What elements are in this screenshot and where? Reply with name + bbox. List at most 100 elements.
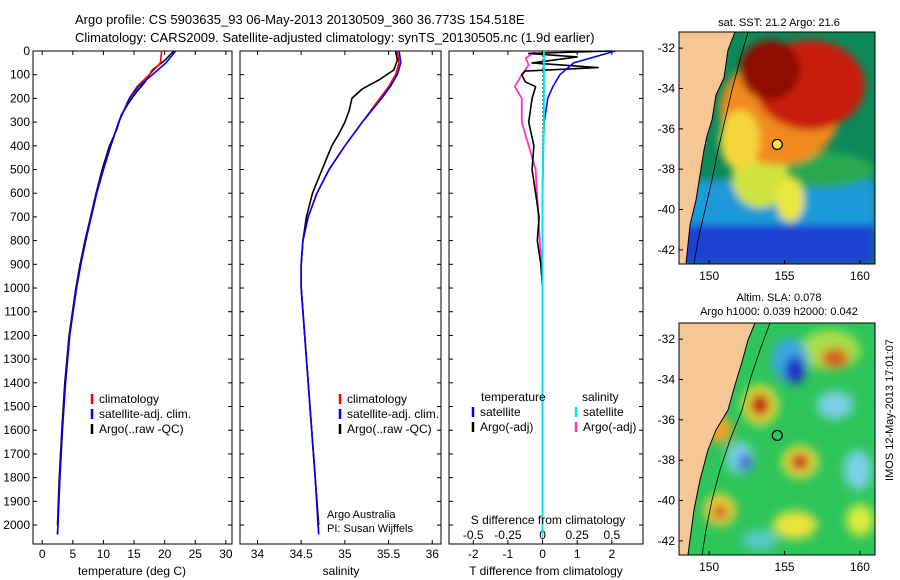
s-diff-tick-label: -0.5 bbox=[463, 528, 484, 542]
lon-tick-label: 150 bbox=[699, 269, 719, 283]
lon-tick-label: 155 bbox=[775, 269, 795, 283]
s-argo-diff-line bbox=[513, 50, 544, 535]
sla-low-eddy bbox=[785, 356, 805, 384]
sla-yellow-ring-5 bbox=[846, 504, 874, 536]
x-tick-label: 36 bbox=[426, 547, 440, 561]
sst-map-title: sat. SST: 21.2 Argo: 21.6 bbox=[718, 17, 840, 29]
lat-tick-label: -36 bbox=[658, 413, 676, 427]
x-tick-label: -2 bbox=[468, 547, 479, 561]
depth-tick-label: 2000 bbox=[3, 518, 30, 532]
depth-tick-label: 1700 bbox=[3, 447, 30, 461]
s-satellite-diff-line bbox=[541, 51, 545, 535]
depth-tick-label: 300 bbox=[10, 115, 30, 129]
difference-panel: -2 -1 0 1 2-0.5 -0.25 0 0.25 0.5 temperature sali… bbox=[448, 50, 644, 578]
generation-timestamp: IMOS 12-May-2013 17:01:07 bbox=[884, 339, 896, 481]
argo-location-marker-sla bbox=[771, 429, 783, 442]
t-legend-heading: temperature bbox=[481, 390, 546, 404]
sst-coastline bbox=[685, 32, 736, 264]
sla-map-subtitle: Argo h1000: 0.039 h2000: 0.042 bbox=[700, 306, 858, 318]
lat-tick-label: -40 bbox=[658, 203, 676, 217]
x-tick-label: 2 bbox=[608, 547, 615, 561]
lat-tick-label: -42 bbox=[658, 243, 676, 257]
sla-high-eddy-3 bbox=[790, 453, 810, 471]
t-argo-diff-line bbox=[520, 50, 612, 535]
lat-tick-label: -36 bbox=[658, 122, 676, 136]
difference-ticks: -2 -1 0 1 2-0.5 -0.25 0 0.25 0.5 bbox=[463, 51, 620, 561]
x-tick-label: 35.5 bbox=[377, 547, 401, 561]
t-difference-label: T difference from climatology bbox=[469, 564, 623, 578]
sst-map: sat. SST: 21.2 Argo: 21.6 150 155 160 -32 -3… bbox=[658, 17, 876, 283]
satellite-salinity-line bbox=[300, 50, 402, 535]
difference-lines bbox=[513, 50, 616, 544]
difference-legend: temperature salinitysatelliteArgo(-adj)sa… bbox=[471, 390, 636, 434]
sst-coastal-warm bbox=[720, 110, 760, 170]
sla-low-patch-3 bbox=[844, 450, 872, 490]
lat-tick-label: -34 bbox=[658, 372, 676, 386]
sla-high-eddy-2 bbox=[750, 393, 770, 417]
s-diff-tick-label: -0.25 bbox=[494, 528, 522, 542]
sst-map-ticks: 150 155 160 -32 -34 -36 -38 -40 -42 bbox=[658, 41, 871, 283]
sla-yellow-ring-4 bbox=[773, 511, 817, 539]
temperature-ticks: 0 5 10 15 20 25 30 bbox=[39, 51, 233, 561]
sla-map: Altim. SLA: 0.078 Argo h1000: 0.039 h200… bbox=[658, 292, 876, 574]
sla-high-eddy-1 bbox=[821, 348, 849, 368]
depth-tick-label: 1000 bbox=[3, 281, 30, 295]
salinity-lines bbox=[300, 50, 402, 535]
depth-tick-label: 600 bbox=[10, 186, 30, 200]
sst-map-frame bbox=[678, 31, 876, 265]
x-tick-label: 34.5 bbox=[289, 547, 313, 561]
legend-label: Argo(..raw -QC) bbox=[99, 422, 184, 436]
legend-label: Argo(-adj) bbox=[583, 420, 636, 434]
x-tick-label: 20 bbox=[158, 547, 172, 561]
sla-map-ticks: 150 155 160 -32 -34 -36 -38 -40 -42 bbox=[658, 332, 871, 574]
legend-label: Argo(..raw -QC) bbox=[347, 422, 432, 436]
depth-tick-label: 1600 bbox=[3, 423, 30, 437]
salinity-axes-frame bbox=[239, 50, 442, 545]
x-tick-label: 30 bbox=[219, 547, 233, 561]
depth-tick-label: 1500 bbox=[3, 400, 30, 414]
salinity-depth-ticks bbox=[240, 50, 441, 526]
x-tick-label: 25 bbox=[189, 547, 203, 561]
sst-cold-band bbox=[679, 225, 875, 264]
sst-land bbox=[679, 32, 735, 264]
legend-label: satellite bbox=[480, 405, 521, 419]
s-difference-label: S difference from climatology bbox=[471, 513, 626, 527]
depth-tick-label: 1300 bbox=[3, 352, 30, 366]
s-diff-tick-label: 0.25 bbox=[565, 528, 589, 542]
satellite-temperature-line bbox=[56, 50, 177, 535]
sst-yellow-tongue-2 bbox=[776, 178, 804, 222]
depth-tick-label: 1400 bbox=[3, 376, 30, 390]
argo-location-marker bbox=[771, 138, 783, 151]
lat-tick-label: -38 bbox=[658, 162, 676, 176]
lat-tick-label: -34 bbox=[658, 81, 676, 95]
difference-axes-frame bbox=[448, 50, 644, 545]
x-tick-label: 0 bbox=[539, 547, 546, 561]
x-tick-label: 15 bbox=[127, 547, 141, 561]
x-tick-label: -1 bbox=[503, 547, 514, 561]
salinity-panel: 34 34.5 35 35.5 36 climatologysatellite-adj.… bbox=[239, 50, 442, 578]
lat-tick-label: -32 bbox=[658, 332, 676, 346]
header-line-2: Climatology: CARS2009. Satellite-adjuste… bbox=[75, 30, 595, 45]
lat-tick-label: -40 bbox=[658, 494, 676, 508]
legend-label: satellite bbox=[583, 405, 624, 419]
lat-tick-label: -42 bbox=[658, 534, 676, 548]
depth-ticks: 0 100 200 300 400 500 600 700 800 900 1000 1100 1200… bbox=[3, 44, 232, 532]
difference-depth-ticks bbox=[449, 50, 643, 526]
depth-tick-label: 1800 bbox=[3, 471, 30, 485]
depth-tick-label: 1200 bbox=[3, 328, 30, 342]
lon-tick-label: 160 bbox=[850, 560, 870, 574]
lon-tick-label: 150 bbox=[699, 560, 719, 574]
sst-hottest-core bbox=[740, 40, 800, 100]
depth-tick-label: 500 bbox=[10, 163, 30, 177]
header-line-1: Argo profile: CS 5903635_93 06-May-2013 … bbox=[75, 12, 525, 27]
x-tick-label: 1 bbox=[574, 547, 581, 561]
depth-tick-label: 0 bbox=[23, 44, 30, 58]
temperature-lines bbox=[56, 50, 177, 535]
x-tick-label: 0 bbox=[39, 547, 46, 561]
sla-low-patch-4 bbox=[742, 530, 778, 550]
sst-field bbox=[679, 32, 875, 264]
sla-map-frame bbox=[678, 322, 876, 556]
